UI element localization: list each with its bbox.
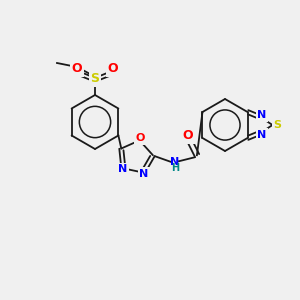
Text: N: N (118, 164, 127, 174)
Text: N: N (170, 157, 179, 167)
Text: H: H (171, 163, 179, 173)
Text: N: N (139, 169, 148, 178)
Text: S: S (274, 120, 281, 130)
Text: O: O (72, 62, 82, 76)
Text: S: S (91, 73, 100, 85)
Text: O: O (136, 134, 145, 143)
Text: N: N (257, 110, 267, 121)
Text: O: O (183, 129, 193, 142)
Text: O: O (108, 62, 118, 76)
Text: N: N (257, 130, 267, 140)
